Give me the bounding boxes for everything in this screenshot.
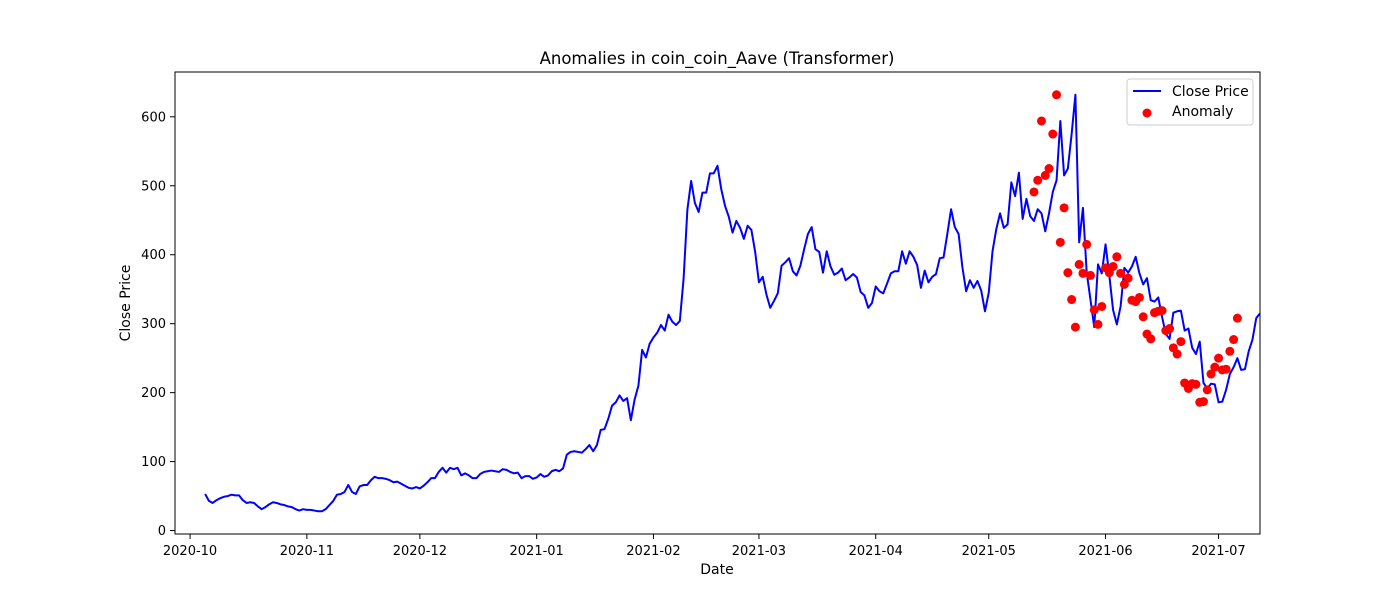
- x-tick-label: 2020-11: [280, 544, 334, 559]
- x-axis-label: Date: [700, 562, 733, 578]
- anomaly-point: [1063, 268, 1073, 278]
- y-axis-label: Close Price: [118, 265, 134, 342]
- anomaly-point: [1085, 270, 1095, 280]
- anomaly-point: [1067, 295, 1077, 305]
- y-tick-label: 300: [141, 317, 166, 332]
- anomaly-point: [1070, 322, 1080, 332]
- anomaly-point: [1082, 239, 1092, 249]
- anomaly-point: [1059, 203, 1069, 213]
- legend-marker-swatch: [1142, 108, 1152, 118]
- anomaly-point: [1229, 335, 1239, 345]
- anomaly-point: [1232, 313, 1242, 323]
- anomaly-point: [1221, 364, 1231, 374]
- anomaly-point: [1214, 353, 1224, 363]
- plot-frame: [174, 71, 1261, 535]
- anomaly-point: [1202, 385, 1212, 395]
- anomaly-point: [1074, 259, 1084, 269]
- y-tick-label: 500: [141, 179, 166, 194]
- y-tick-label: 400: [141, 248, 166, 263]
- x-tick-label: 2020-12: [393, 544, 447, 559]
- anomaly-point: [1048, 129, 1058, 139]
- y-tick-label: 100: [141, 455, 166, 470]
- anomaly-point: [1033, 175, 1043, 185]
- anomaly-point: [1052, 90, 1062, 100]
- x-tick-label: 2020-10: [163, 544, 217, 559]
- x-tick-label: 2021-04: [849, 544, 903, 559]
- anomaly-point: [1134, 292, 1144, 302]
- anomaly-point: [1112, 252, 1122, 262]
- anomaly-point: [1078, 268, 1088, 278]
- legend-label-anomaly: Anomaly: [1172, 104, 1233, 120]
- anomaly-point: [1097, 301, 1107, 311]
- x-tick-label: 2021-03: [732, 544, 786, 559]
- anomaly-point: [1191, 379, 1201, 389]
- y-axis: 0 100 200 300 400 500 600: [141, 110, 175, 539]
- anomaly-point: [1036, 116, 1046, 126]
- chart-title: Anomalies in coin_coin_Aave (Transformer…: [540, 49, 895, 69]
- anomaly-point: [1040, 170, 1050, 180]
- x-tick-label: 2021-01: [510, 544, 564, 559]
- anomaly-point: [1172, 349, 1182, 359]
- anomaly-point: [1093, 319, 1103, 329]
- anomaly-point: [1225, 346, 1235, 356]
- anomaly-point: [1198, 397, 1208, 407]
- x-tick-label: 2021-07: [1191, 544, 1245, 559]
- anomaly-point: [1146, 334, 1156, 344]
- anomaly-point: [1206, 369, 1216, 379]
- y-tick-label: 0: [158, 524, 166, 539]
- anomaly-point: [1210, 362, 1220, 372]
- legend-label-close-price: Close Price: [1172, 84, 1249, 100]
- anomaly-point: [1138, 312, 1148, 322]
- anomaly-point: [1157, 306, 1167, 316]
- anomaly-point: [1116, 268, 1126, 278]
- anomaly-point: [1055, 237, 1065, 247]
- y-tick-label: 200: [141, 386, 166, 401]
- x-axis: 2020-10 2020-11 2020-12 2021-01 2021-02 2021-…: [163, 534, 1246, 559]
- anomaly-point: [1029, 187, 1039, 197]
- x-tick-label: 2021-06: [1078, 544, 1132, 559]
- plot-area: [204, 90, 1261, 513]
- anomaly-point: [1165, 324, 1175, 334]
- x-tick-label: 2021-02: [626, 544, 680, 559]
- anomaly-point: [1089, 305, 1099, 315]
- anomaly-point: [1108, 261, 1118, 271]
- legend: Close Price Anomaly: [1126, 78, 1254, 126]
- anomaly-point: [1176, 337, 1186, 347]
- close-price-line: [204, 93, 1261, 513]
- anomaly-point: [1123, 273, 1133, 283]
- y-tick-label: 600: [141, 110, 166, 125]
- x-tick-label: 2021-05: [962, 544, 1016, 559]
- anomaly-point: [1044, 164, 1054, 174]
